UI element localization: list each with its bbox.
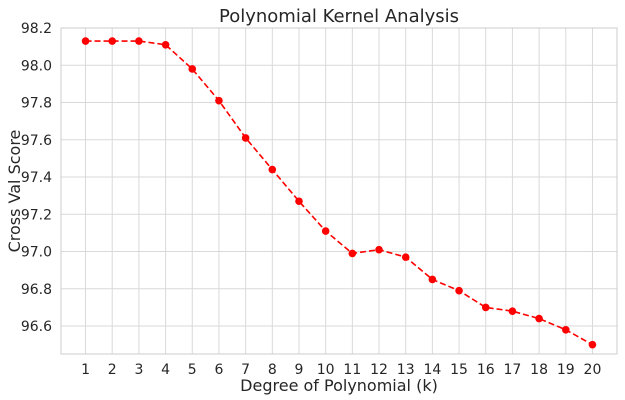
x-tick-label: 11 [343, 362, 361, 378]
x-tick-label: 1 [81, 362, 90, 378]
y-tick-label: 98.2 [21, 21, 52, 37]
x-tick-label: 12 [370, 362, 388, 378]
data-point [561, 325, 570, 334]
x-tick-label: 17 [504, 362, 522, 378]
x-tick-label: 13 [397, 362, 415, 378]
series-line [85, 40, 593, 346]
data-point [81, 37, 90, 45]
data-point [428, 275, 437, 284]
y-tick-label: 96.8 [21, 282, 52, 298]
y-tick-label: 97.6 [21, 133, 52, 149]
data-point [401, 253, 410, 261]
x-tick-label: 7 [241, 362, 250, 378]
data-point [161, 40, 170, 49]
y-tick-label: 96.6 [21, 319, 52, 335]
x-tick-label: 5 [188, 362, 197, 378]
x-tick-label: 4 [161, 362, 170, 378]
x-tick-label: 9 [295, 362, 304, 378]
x-tick-label: 15 [450, 362, 468, 378]
data-point [508, 307, 517, 315]
x-tick-label: 20 [584, 362, 602, 378]
y-tick-label: 97.0 [21, 245, 52, 261]
x-tick-label: 19 [557, 362, 575, 378]
y-tick-label: 98.0 [21, 58, 52, 74]
data-point [241, 134, 250, 142]
data-point [535, 314, 543, 323]
x-tick-label: 6 [214, 362, 223, 378]
x-tick-label: 18 [530, 362, 548, 378]
x-tick-label: 10 [317, 362, 335, 378]
x-tick-label: 14 [423, 362, 441, 378]
y-tick-label: 97.8 [21, 96, 52, 112]
chart-title: Polynomial Kernel Analysis [219, 6, 459, 27]
y-tick-label: 97.4 [21, 170, 52, 186]
x-tick-label: 3 [134, 362, 143, 378]
plot-area [60, 27, 618, 355]
data-point [588, 340, 597, 349]
data-point [215, 96, 223, 105]
data-point [295, 197, 303, 206]
y-tick-label: 97.2 [21, 207, 52, 223]
data-point [188, 65, 197, 73]
x-tick-label: 8 [268, 362, 277, 378]
y-axis-label: Cross Val Score [5, 130, 24, 253]
x-tick-label: 2 [108, 362, 117, 378]
data-point [108, 37, 117, 45]
x-tick-label: 16 [477, 362, 495, 378]
data-point [135, 37, 143, 45]
plot-frame [60, 27, 618, 355]
data-point [321, 227, 330, 235]
data-point [375, 245, 383, 254]
data-point [481, 303, 490, 312]
x-axis-label: Degree of Polynomial (k) [240, 376, 438, 395]
data-point [348, 249, 357, 258]
data-point [455, 286, 463, 295]
data-point [268, 165, 277, 174]
